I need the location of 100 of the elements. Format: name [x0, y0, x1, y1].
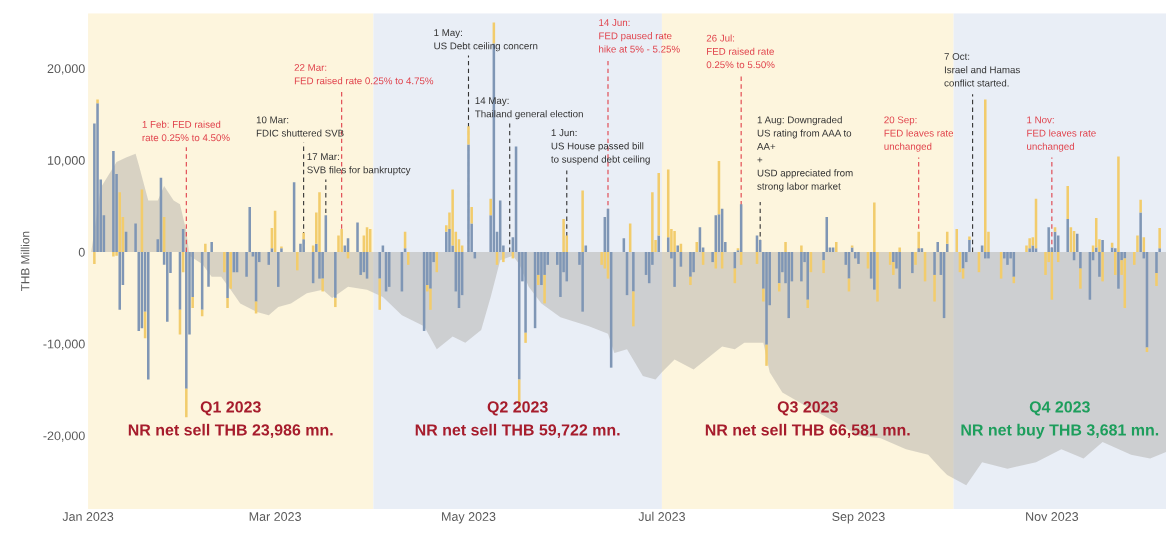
bar	[987, 251, 990, 259]
bar	[204, 243, 207, 252]
bar	[1044, 251, 1047, 275]
bar	[898, 251, 901, 289]
bar	[115, 251, 118, 256]
ref-line-label: 14 Jun: FED paused rate hike at 5% - 5.25%	[599, 19, 680, 53]
bar	[1066, 185, 1069, 219]
bar	[945, 243, 949, 252]
ref-line-label: 1 Feb: FED raised rate 0.25% to 4.50%	[142, 120, 230, 142]
ref-line-label: 17 Mar: SVB files for bankruptcy	[307, 153, 411, 176]
bar	[302, 239, 305, 252]
bar	[695, 241, 699, 252]
bar	[835, 241, 838, 252]
x-tick-label: Jan 2023	[62, 512, 114, 521]
x-tick-label: Sep 2023	[832, 512, 885, 524]
bar	[248, 207, 251, 252]
bar	[1117, 251, 1120, 289]
bar	[524, 332, 527, 343]
bar	[945, 231, 949, 244]
bar	[502, 251, 505, 263]
bar	[118, 251, 122, 310]
band-label: Q1 2023 NR net sell THB 23,986 mn.	[128, 401, 333, 438]
bar	[470, 207, 473, 224]
bar	[917, 248, 920, 252]
bar	[657, 235, 660, 252]
bar	[600, 251, 603, 265]
bar	[378, 251, 381, 279]
bar	[692, 251, 695, 273]
bar	[673, 251, 676, 287]
bar	[657, 173, 660, 236]
bar	[651, 192, 654, 252]
bar	[112, 151, 115, 252]
bar	[334, 251, 337, 298]
bar	[806, 299, 809, 308]
bar	[806, 251, 809, 300]
bar	[276, 251, 280, 287]
bar	[302, 232, 305, 240]
ref-line-label: 1 Nov: FED leaves rate unchanged	[1027, 116, 1096, 152]
ref-line-label: 7 Oct: Israel and Hamas conflict started.	[944, 53, 1020, 87]
y-tick-label: 20,000	[47, 64, 85, 75]
bar	[914, 251, 917, 265]
bar	[1133, 251, 1136, 265]
x-tick-label: Jul 2023	[638, 511, 685, 521]
bar	[559, 251, 562, 297]
bar	[118, 192, 122, 252]
bar	[898, 247, 901, 252]
bar	[1079, 251, 1082, 269]
bar	[1139, 199, 1142, 213]
band-label: Q4 2023 NR net buy THB 3,681 mn.	[961, 401, 1159, 439]
bar	[1101, 251, 1104, 282]
bar	[267, 251, 271, 265]
ref-line-label: 1 Aug: Downgraded US rating from AAA to AA+ + USD appreciated from strong labor market	[757, 116, 853, 192]
bar	[1114, 251, 1117, 275]
bar	[917, 231, 920, 249]
band-label: Q2 2023 NR net sell THB 59,722 mn.	[415, 401, 620, 438]
y-tick-label: -20,000	[43, 431, 85, 442]
bar	[1094, 218, 1098, 248]
bar	[229, 251, 232, 289]
bar	[226, 251, 229, 298]
bar	[467, 144, 470, 252]
ref-line-label: 14 May: Thailand general election	[475, 97, 583, 120]
bar	[318, 192, 321, 252]
bar	[96, 99, 99, 104]
bar	[689, 276, 692, 286]
bar	[185, 388, 188, 418]
bar	[340, 229, 343, 252]
bar	[933, 274, 936, 302]
bar	[524, 251, 527, 333]
bar	[166, 251, 169, 322]
bar	[223, 251, 226, 273]
x-tick-label: Mar 2023	[249, 512, 301, 521]
bar	[147, 251, 150, 380]
bar	[822, 260, 825, 274]
band-label: Q3 2023 NR net sell THB 66,581 mn.	[705, 401, 910, 438]
bar	[1006, 251, 1009, 265]
bar	[299, 243, 302, 252]
bar	[581, 190, 584, 252]
bar	[245, 251, 248, 277]
bar	[1158, 248, 1161, 252]
bar	[93, 251, 96, 264]
bar	[448, 229, 451, 252]
bar	[1047, 227, 1050, 252]
bar	[210, 241, 213, 252]
bar	[315, 243, 318, 252]
bar	[762, 288, 765, 302]
bar	[632, 291, 635, 327]
bar	[1114, 248, 1117, 252]
bar	[711, 251, 714, 263]
bar	[296, 251, 299, 271]
bar	[689, 251, 692, 277]
y-axis-title: THB Million	[20, 231, 30, 292]
bar	[1098, 251, 1101, 277]
x-tick-label: Nov 2023	[1026, 512, 1079, 521]
bar	[185, 251, 188, 389]
bar	[1155, 251, 1158, 274]
y-tick-label: 0	[78, 247, 85, 257]
bar	[968, 236, 971, 241]
bar	[1117, 156, 1120, 252]
bar	[1079, 268, 1082, 289]
bar	[666, 237, 670, 252]
